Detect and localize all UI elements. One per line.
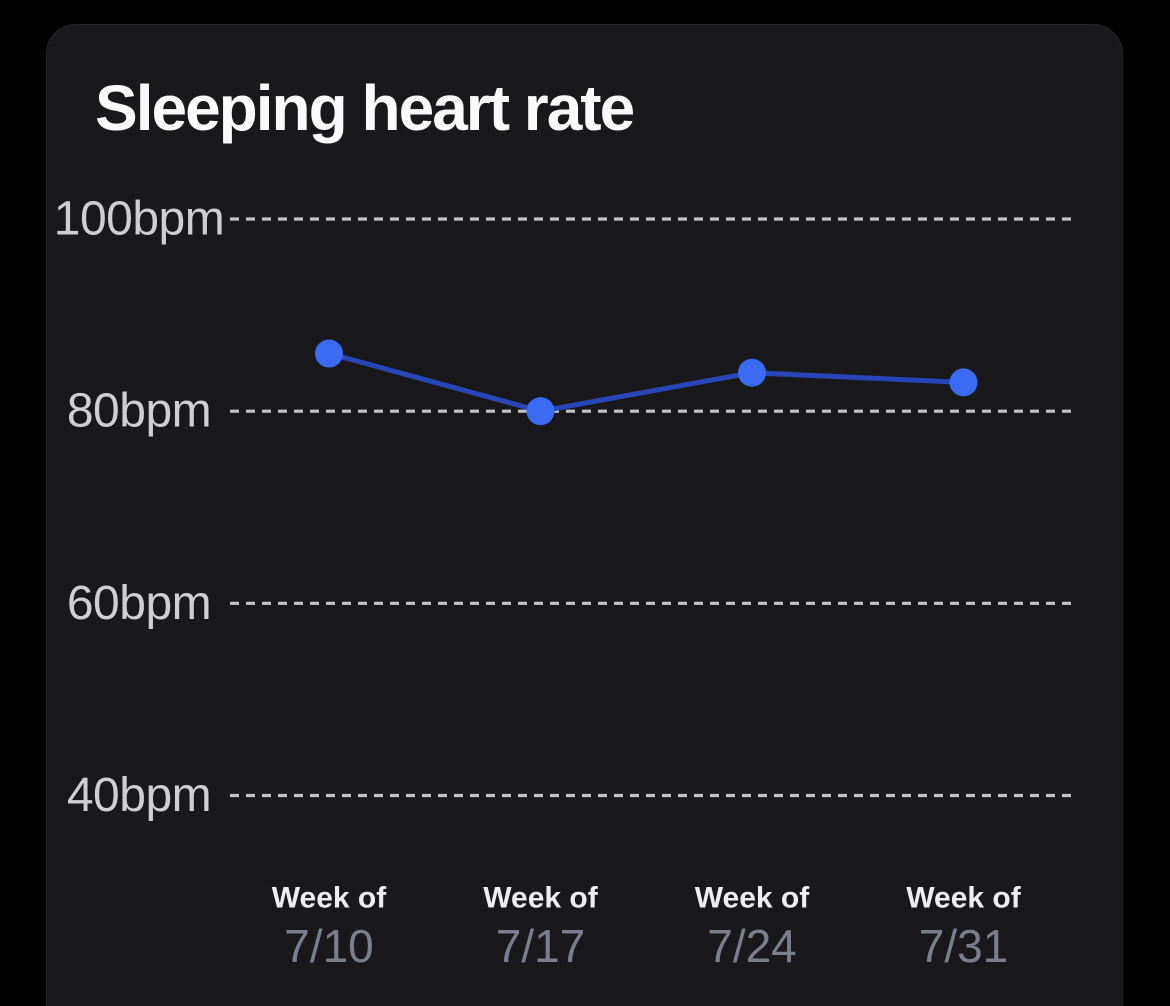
heart-rate-series-line [326, 351, 966, 414]
x-axis-date-label-4: 7/31 [919, 920, 1009, 972]
sleeping-heart-rate-card[interactable]: Sleeping heart rate 100bpm 80bpm 60bpm 40bp… [46, 24, 1123, 1006]
y-axis-tick-label-80bpm: 80bpm [67, 385, 211, 438]
x-axis-date-label-1: 7/10 [284, 920, 374, 972]
x-axis-date-label-3: 7/24 [707, 920, 797, 972]
y-axis-tick-label-60bpm: 60bpm [67, 577, 211, 630]
x-axis-date-label-2: 7/17 [496, 920, 586, 972]
data-point-week-7/17 [526, 397, 555, 426]
x-axis-week-of-label-2: Week of [483, 882, 598, 915]
data-point-week-7/24 [738, 358, 766, 387]
y-axis-tick-label-100bpm: 100bpm [54, 193, 224, 246]
x-axis-week-of-label-3: Week of [695, 882, 810, 915]
x-axis-week-of-label-4: Week of [906, 882, 1021, 915]
data-point-week-7/31 [949, 368, 978, 397]
card-title: Sleeping heart rate [95, 72, 635, 144]
data-point-week-7/10 [315, 339, 343, 368]
y-axis-tick-label-40bpm: 40bpm [67, 769, 211, 822]
heart-rate-line-chart: 100bpm 80bpm 60bpm 40bpm Week of 7/10 Week of 7… [54, 193, 1074, 972]
x-axis-week-of-label-1: Week of [272, 882, 387, 915]
